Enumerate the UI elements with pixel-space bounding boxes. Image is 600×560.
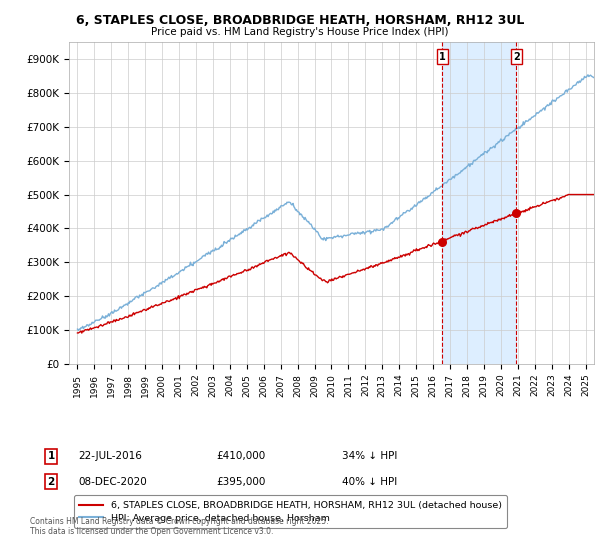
- Point: [437, 237, 447, 246]
- Text: 1: 1: [439, 52, 446, 62]
- Legend: 6, STAPLES CLOSE, BROADBRIDGE HEATH, HORSHAM, RH12 3UL (detached house), HPI: Av: 6, STAPLES CLOSE, BROADBRIDGE HEATH, HOR…: [74, 495, 507, 528]
- Text: Contains HM Land Registry data © Crown copyright and database right 2025.
This d: Contains HM Land Registry data © Crown c…: [30, 517, 329, 536]
- Text: Price paid vs. HM Land Registry's House Price Index (HPI): Price paid vs. HM Land Registry's House …: [151, 27, 449, 37]
- Bar: [442, 42, 517, 364]
- Point: [512, 209, 521, 218]
- Text: £395,000: £395,000: [216, 477, 265, 487]
- Text: 2: 2: [47, 477, 55, 487]
- Text: 34% ↓ HPI: 34% ↓ HPI: [342, 451, 397, 461]
- Text: £410,000: £410,000: [216, 451, 265, 461]
- Text: 08-DEC-2020: 08-DEC-2020: [78, 477, 147, 487]
- Text: 2: 2: [513, 52, 520, 62]
- Text: 40% ↓ HPI: 40% ↓ HPI: [342, 477, 397, 487]
- Text: 6, STAPLES CLOSE, BROADBRIDGE HEATH, HORSHAM, RH12 3UL: 6, STAPLES CLOSE, BROADBRIDGE HEATH, HOR…: [76, 14, 524, 27]
- Text: 1: 1: [47, 451, 55, 461]
- Text: 22-JUL-2016: 22-JUL-2016: [78, 451, 142, 461]
